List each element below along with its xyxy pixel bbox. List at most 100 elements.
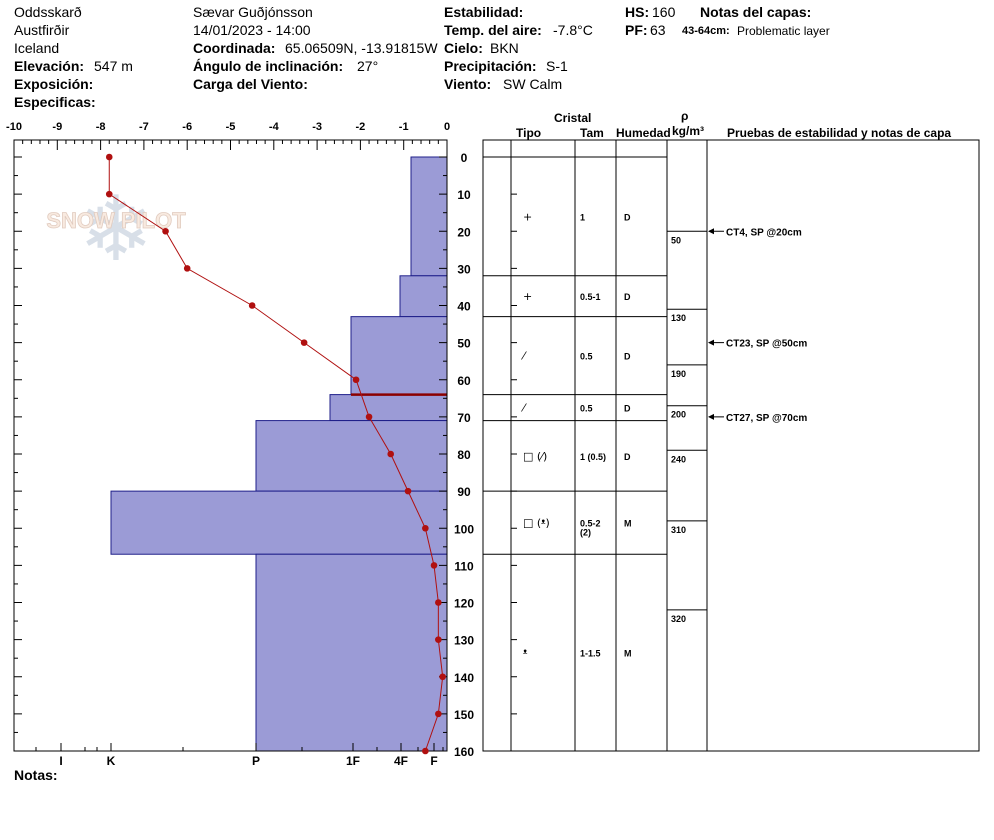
layer-crystal-type: ⁄ xyxy=(520,402,527,415)
hardness-label: F xyxy=(430,754,437,768)
temperature-point xyxy=(404,487,412,495)
layer-moisture: M xyxy=(624,519,632,529)
depth-tick-label: 160 xyxy=(454,745,474,759)
layer-crystal-type: + xyxy=(523,210,532,223)
hardness-label: 1F xyxy=(346,754,360,768)
temp-tick-label: -8 xyxy=(96,121,106,133)
layer-moisture: D xyxy=(624,292,631,302)
depth-tick-label: 0 xyxy=(461,151,468,165)
layer-moisture: D xyxy=(624,452,631,462)
layer-moisture: D xyxy=(624,352,631,362)
notes-label: Notas: xyxy=(14,767,58,783)
density-value: 240 xyxy=(671,454,686,464)
specifics-label: Especificas: xyxy=(14,94,96,110)
temperature-point xyxy=(435,636,442,643)
layer-crystal-type: + xyxy=(523,290,532,303)
layer-crystal-type: □ (ᵜ) xyxy=(523,517,550,530)
depth-tick-label: 70 xyxy=(457,411,471,425)
depth-tick-label: 90 xyxy=(457,485,471,499)
hardness-bar xyxy=(410,156,448,277)
snowpilot-watermark: ❄SNOW PILOT xyxy=(46,177,187,282)
observer-name: Sævar Guðjónsson xyxy=(193,4,313,20)
stability-label: Estabilidad: xyxy=(444,4,524,20)
test-arrow-icon xyxy=(708,413,714,420)
depth-tick-label: 80 xyxy=(457,448,471,462)
temp-tick-label: -3 xyxy=(312,121,322,133)
layer-crystal-size-secondary: (2) xyxy=(580,528,591,538)
depth-tick-label: 130 xyxy=(454,634,474,648)
stability-test-label: CT27, SP @70cm xyxy=(726,413,807,424)
layer-note-range: 43-64cm: xyxy=(682,25,730,37)
depth-tick-label: 120 xyxy=(454,597,474,611)
hardness-bar xyxy=(255,553,448,752)
hardness-bar xyxy=(329,394,448,422)
layer-crystal-type: □ (⁄) xyxy=(523,450,547,463)
temperature-point xyxy=(439,673,446,681)
elevation-label: Elevación: xyxy=(14,58,85,74)
hardness-label: I xyxy=(59,754,62,768)
hardness-bar xyxy=(110,490,448,555)
wind-value: SW Calm xyxy=(503,76,563,92)
layer-crystal-type: ᵜ xyxy=(523,647,528,660)
hardness-bar xyxy=(350,316,448,396)
layer-moisture: M xyxy=(624,649,632,659)
air-temp-label: Temp. del aire: xyxy=(444,22,542,38)
density-value: 310 xyxy=(671,525,686,535)
hs-label: HS: xyxy=(625,4,650,20)
location-name: Oddsskarð xyxy=(14,4,82,20)
snowflake-icon: ❄ xyxy=(78,177,153,282)
depth-tick-label: 60 xyxy=(457,374,471,388)
coordinate-label: Coordinada: xyxy=(193,40,276,56)
size-header: Tam xyxy=(580,126,604,140)
depth-tick-label: 100 xyxy=(454,522,474,536)
temp-tick-label: -1 xyxy=(399,121,409,133)
layer-moisture: D xyxy=(624,404,631,414)
temperature-point xyxy=(365,413,373,421)
hardness-bar xyxy=(255,420,448,492)
temperature-point xyxy=(435,710,442,718)
density-value: 50 xyxy=(671,235,681,245)
layer-table-frame xyxy=(482,139,980,752)
stability-test-label: CT23, SP @50cm xyxy=(726,339,807,350)
temperature-point xyxy=(183,265,191,272)
observation-datetime: 14/01/2023 - 14:00 xyxy=(193,22,311,38)
layer-crystal-size: 0.5 xyxy=(580,352,593,362)
test-arrow-icon xyxy=(708,228,714,235)
temp-tick-label: -10 xyxy=(6,121,22,133)
layer-crystal-size: 1 xyxy=(580,212,585,222)
rho-header: ρ xyxy=(681,109,689,123)
temp-tick-label: -6 xyxy=(182,121,192,133)
temperature-point xyxy=(435,599,442,606)
depth-tick-label: 50 xyxy=(457,337,471,351)
temperature-point xyxy=(352,376,360,384)
temperature-point xyxy=(422,747,429,755)
coordinate-value: 65.06509N, -13.91815W xyxy=(285,40,438,56)
temp-tick-label: -2 xyxy=(356,121,366,133)
temp-tick-label: -4 xyxy=(269,121,280,133)
temperature-point xyxy=(162,227,169,235)
depth-tick-label: 40 xyxy=(457,300,471,314)
density-value: 190 xyxy=(671,369,686,379)
sky-value: BKN xyxy=(490,40,519,56)
country-name: Iceland xyxy=(14,40,60,56)
layer-notes-label: Notas del capas: xyxy=(700,4,812,20)
hardness-bar xyxy=(399,275,448,318)
hs-value: 160 xyxy=(652,4,676,20)
depth-tick-label: 20 xyxy=(457,225,471,239)
slope-angle-value: 27° xyxy=(357,58,379,74)
precipitation-value: S-1 xyxy=(546,58,568,74)
layer-crystal-size: 0.5 xyxy=(580,404,593,414)
layer-crystal-size: 0.5-2 xyxy=(580,519,601,529)
depth-tick-label: 30 xyxy=(457,262,471,276)
temp-tick-label: -7 xyxy=(139,121,149,133)
layer-note-text: Problematic layer xyxy=(737,24,830,38)
hardness-label: 4F xyxy=(394,754,408,768)
wind-label: Viento: xyxy=(444,76,492,92)
air-temp-value: -7.8°C xyxy=(553,22,593,38)
layer-crystal-size: 1 (0.5) xyxy=(580,452,606,462)
watermark-text: SNOW PILOT xyxy=(46,208,186,233)
tests-header: Pruebas de estabilidad y notas de capa xyxy=(727,126,952,140)
layer-moisture: D xyxy=(624,212,631,222)
temperature-point xyxy=(300,339,308,346)
